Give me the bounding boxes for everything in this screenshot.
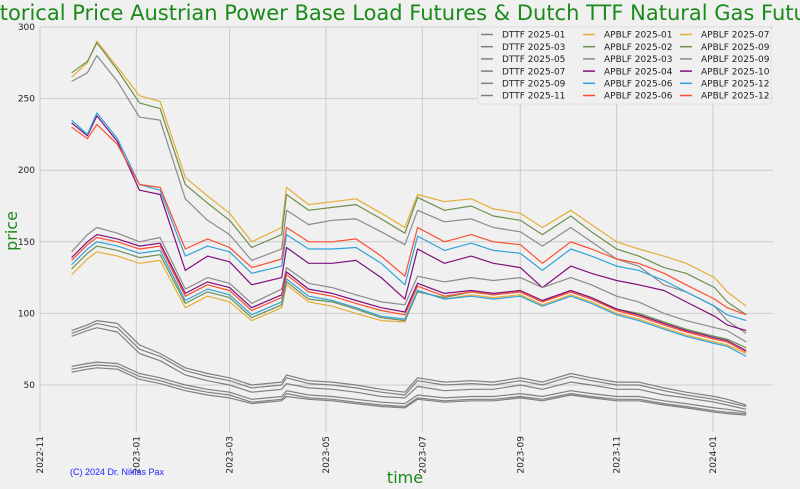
legend-entry: DTTF 2025-01 bbox=[502, 31, 565, 41]
series-line-dttf-2025-03 bbox=[71, 361, 747, 413]
series-line-dttf-2025-01 bbox=[71, 320, 747, 406]
x-tick-label: 2023-09 bbox=[516, 436, 526, 474]
legend-entry: DTTF 2025-09 bbox=[502, 80, 566, 90]
copyright-note: (C) 2024 Dr. Niklas Pax bbox=[70, 467, 165, 477]
series-line-apblf-2025-07 bbox=[71, 251, 747, 355]
series-lines bbox=[71, 40, 747, 416]
legend-entry: APBLF 2025-06 bbox=[604, 92, 673, 102]
x-axis-ticks: 2022-11 2023-01 2023-03 2023-05 2023-07 2023-… bbox=[36, 436, 719, 474]
y-tick-label: 200 bbox=[18, 166, 35, 176]
legend-entry: APBLF 2025-04 bbox=[604, 67, 673, 77]
legend-entry: APBLF 2025-09 bbox=[701, 55, 770, 65]
legend-entry: APBLF 2025-02 bbox=[604, 43, 672, 53]
series-line-apblf-2025-02 bbox=[71, 42, 747, 316]
x-tick-label: 2024-01 bbox=[709, 436, 719, 474]
series-line-apblf-2025-06 bbox=[71, 123, 747, 316]
series-line-dttf-2025-05 bbox=[71, 364, 747, 415]
series-line-apblf-2025-10 bbox=[71, 234, 747, 352]
series-line-apblf-2025-01 bbox=[71, 40, 747, 307]
series-line-apblf-2025-06 bbox=[71, 112, 747, 322]
legend: DTTF 2025-01 DTTF 2025-03 DTTF 2025-05 DTTF… bbox=[477, 26, 772, 105]
legend-entry: APBLF 2025-06 bbox=[604, 80, 673, 90]
series-line-apblf-2025-12 bbox=[71, 236, 747, 353]
series-line-apblf-2025-04 bbox=[71, 115, 747, 332]
series-line-dttf-2025-07 bbox=[71, 367, 747, 416]
legend-entry: DTTF 2025-11 bbox=[502, 92, 565, 102]
series-line-dttf-2025-11 bbox=[71, 322, 747, 408]
legend-entry: APBLF 2025-07 bbox=[701, 31, 769, 41]
x-tick-label: 2023-03 bbox=[226, 436, 236, 474]
legend-entry: APBLF 2025-09 bbox=[701, 43, 770, 53]
legend-entry: APBLF 2025-01 bbox=[604, 31, 672, 41]
chart-title: Historical Price Austrian Power Base Loa… bbox=[0, 1, 800, 25]
y-tick-label: 250 bbox=[18, 95, 35, 105]
y-axis-ticks: 50 100 150 200 250 300 bbox=[18, 23, 35, 391]
y-tick-label: 300 bbox=[18, 23, 35, 33]
y-axis-label: price bbox=[2, 211, 21, 251]
y-tick-label: 150 bbox=[18, 238, 35, 248]
x-tick-label: 2023-05 bbox=[322, 436, 332, 474]
x-tick-label: 2023-01 bbox=[132, 436, 142, 474]
x-tick-label: 2023-11 bbox=[613, 436, 623, 474]
legend-entry: APBLF 2025-12 bbox=[701, 80, 769, 90]
legend-entry: DTTF 2025-05 bbox=[502, 55, 565, 65]
y-tick-label: 100 bbox=[18, 309, 35, 319]
legend-box bbox=[477, 26, 772, 105]
series-line-apblf-2025-09 bbox=[71, 245, 747, 349]
series-line-apblf-2025-03 bbox=[71, 54, 747, 334]
x-tick-label: 2023-07 bbox=[418, 436, 428, 474]
legend-entry: DTTF 2025-07 bbox=[502, 67, 565, 77]
legend-entry: APBLF 2025-10 bbox=[701, 67, 770, 77]
series-line-dttf-2025-09 bbox=[71, 327, 747, 410]
legend-entry: APBLF 2025-03 bbox=[604, 55, 672, 65]
legend-entry: DTTF 2025-03 bbox=[502, 43, 565, 53]
x-axis-label: time bbox=[387, 468, 423, 487]
legend-entry: APBLF 2025-12 bbox=[701, 92, 769, 102]
x-tick-label: 2022-11 bbox=[36, 436, 46, 474]
series-line-apblf-2025-12 bbox=[71, 241, 747, 357]
y-tick-label: 50 bbox=[24, 381, 36, 391]
series-line-apblf-2025-09 bbox=[71, 226, 747, 343]
